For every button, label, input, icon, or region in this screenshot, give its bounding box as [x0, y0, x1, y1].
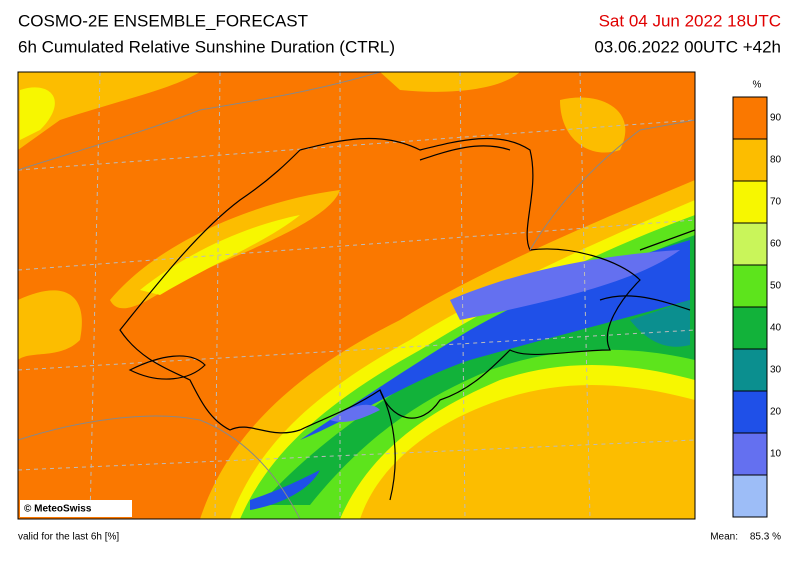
colorbar-swatch	[733, 307, 767, 349]
colorbar-swatch	[733, 265, 767, 307]
colorbar-swatch	[733, 97, 767, 139]
colorbar-swatch	[733, 139, 767, 181]
colorbar-tick-label: 60	[770, 239, 782, 250]
colorbar-swatch	[733, 349, 767, 391]
validity-note: valid for the last 6h [%]	[18, 532, 119, 543]
colorbar-tick-label: 20	[770, 407, 782, 418]
map: © MeteoSwiss	[17, 71, 696, 520]
copyright: © MeteoSwiss	[24, 504, 92, 515]
colorbar: % 10 20 30 40 50 60 70 80 90	[732, 80, 782, 518]
colorbar-tick-label: 70	[770, 197, 782, 208]
run-time: 03.06.2022 00UTC +42h	[594, 37, 781, 56]
valid-time: Sat 04 Jun 2022 18UTC	[599, 11, 781, 30]
colorbar-swatch	[733, 391, 767, 433]
colorbar-tick-label: 80	[770, 155, 782, 166]
colorbar-tick-label: 30	[770, 365, 782, 376]
colorbar-tick-label: 10	[770, 449, 782, 460]
mean-value: 85.3 %	[750, 532, 781, 543]
colorbar-frame	[732, 96, 768, 518]
colorbar-unit: %	[753, 80, 762, 91]
title: COSMO-2E ENSEMBLE_FORECAST	[18, 11, 308, 30]
colorbar-swatch	[733, 433, 767, 475]
colorbar-swatch	[733, 223, 767, 265]
colorbar-tick-label: 40	[770, 323, 782, 334]
colorbar-tick-label: 50	[770, 281, 782, 292]
colorbar-swatch	[733, 475, 767, 517]
mean-label: Mean:	[710, 532, 738, 543]
colorbar-tick-label: 90	[770, 113, 782, 124]
colorbar-swatch	[733, 181, 767, 223]
subtitle: 6h Cumulated Relative Sunshine Duration …	[18, 37, 395, 56]
